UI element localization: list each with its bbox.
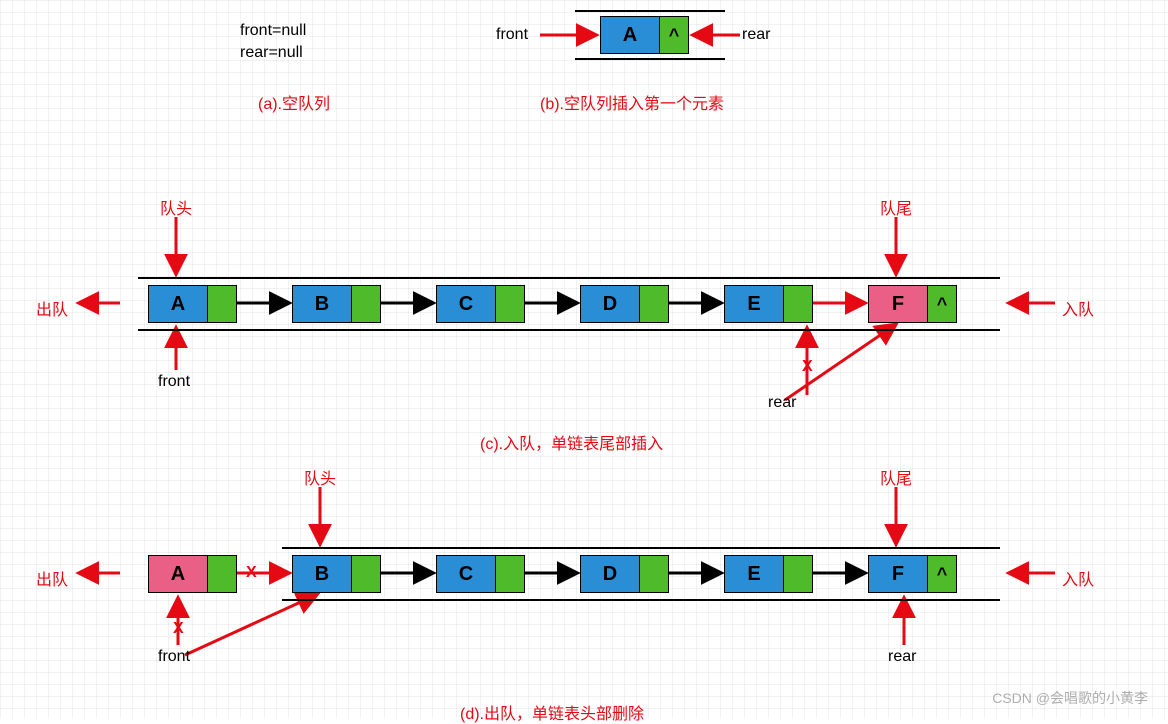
node-data: F	[869, 286, 927, 322]
node-pointer	[639, 556, 668, 592]
panel-c-rail-bot	[138, 329, 1000, 331]
panel-d-cross-front: X	[173, 620, 184, 638]
node-pointer	[351, 286, 380, 322]
panel-c-in-label: 入队	[1062, 296, 1094, 320]
node-pointer	[207, 286, 236, 322]
watermark: CSDN @会唱歌的小黄李	[992, 688, 1148, 708]
node-data: B	[293, 556, 351, 592]
panel-b-rear-label: rear	[742, 26, 770, 44]
node-pointer	[783, 286, 812, 322]
node-data: A	[601, 17, 659, 53]
node-pointer	[639, 286, 668, 322]
queue-node: D	[580, 285, 669, 323]
queue-node: C	[436, 285, 525, 323]
node-pointer	[495, 286, 524, 322]
queue-node: C	[436, 555, 525, 593]
panel-d-tail-label: 队尾	[880, 465, 912, 489]
node-pointer	[207, 556, 236, 592]
queue-node: A	[148, 555, 237, 593]
panel-d-out-label: 出队	[36, 566, 68, 590]
queue-node: F^	[868, 285, 957, 323]
queue-node: B	[292, 555, 381, 593]
panel-c-rail-top	[138, 277, 1000, 279]
node-data: E	[725, 286, 783, 322]
queue-node: E	[724, 555, 813, 593]
queue-node: B	[292, 285, 381, 323]
queue-node: A^	[600, 16, 689, 54]
node-pointer: ^	[927, 556, 956, 592]
panel-c-out-label: 出队	[36, 296, 68, 320]
panel-d-rear-label: rear	[888, 648, 916, 666]
panel-d-head-label: 队头	[304, 465, 336, 489]
node-data: B	[293, 286, 351, 322]
node-data: C	[437, 556, 495, 592]
panel-a-line1: front=null	[240, 22, 306, 40]
queue-node: E	[724, 285, 813, 323]
node-pointer: ^	[659, 17, 688, 53]
panel-a-caption: (a).空队列	[258, 90, 330, 114]
node-data: A	[149, 286, 207, 322]
panel-d-front-label: front	[158, 648, 190, 666]
node-pointer	[783, 556, 812, 592]
panel-b-caption: (b).空队列插入第一个元素	[540, 90, 724, 114]
panel-d-in-label: 入队	[1062, 566, 1094, 590]
queue-node: A	[148, 285, 237, 323]
queue-node: D	[580, 555, 669, 593]
panel-c-tail-label: 队尾	[880, 195, 912, 219]
panel-d-cross-link: X	[246, 564, 257, 582]
panel-b-rail-bot	[575, 58, 725, 60]
node-data: C	[437, 286, 495, 322]
node-pointer	[495, 556, 524, 592]
panel-b-front-label: front	[496, 26, 528, 44]
panel-d-rail-top	[282, 547, 1000, 549]
node-pointer	[351, 556, 380, 592]
node-data: A	[149, 556, 207, 592]
diagram-canvas: front=null rear=null (a).空队列 A^ front re…	[0, 0, 1168, 718]
panel-a-line2: rear=null	[240, 44, 303, 62]
node-data: F	[869, 556, 927, 592]
panel-d-rail-bot	[282, 599, 1000, 601]
panel-c-cross: X	[802, 358, 813, 376]
node-data: D	[581, 556, 639, 592]
node-data: D	[581, 286, 639, 322]
panel-b-node: A^	[600, 16, 689, 54]
panel-c-front-label: front	[158, 373, 190, 391]
panel-c-head-label: 队头	[160, 195, 192, 219]
panel-d-caption: (d).出队，单链表头部删除	[460, 700, 644, 724]
panel-c-caption: (c).入队，单链表尾部插入	[480, 430, 663, 454]
node-pointer: ^	[927, 286, 956, 322]
queue-node: F^	[868, 555, 957, 593]
panel-b-rail-top	[575, 10, 725, 12]
node-data: E	[725, 556, 783, 592]
panel-c-rear-label: rear	[768, 394, 796, 412]
